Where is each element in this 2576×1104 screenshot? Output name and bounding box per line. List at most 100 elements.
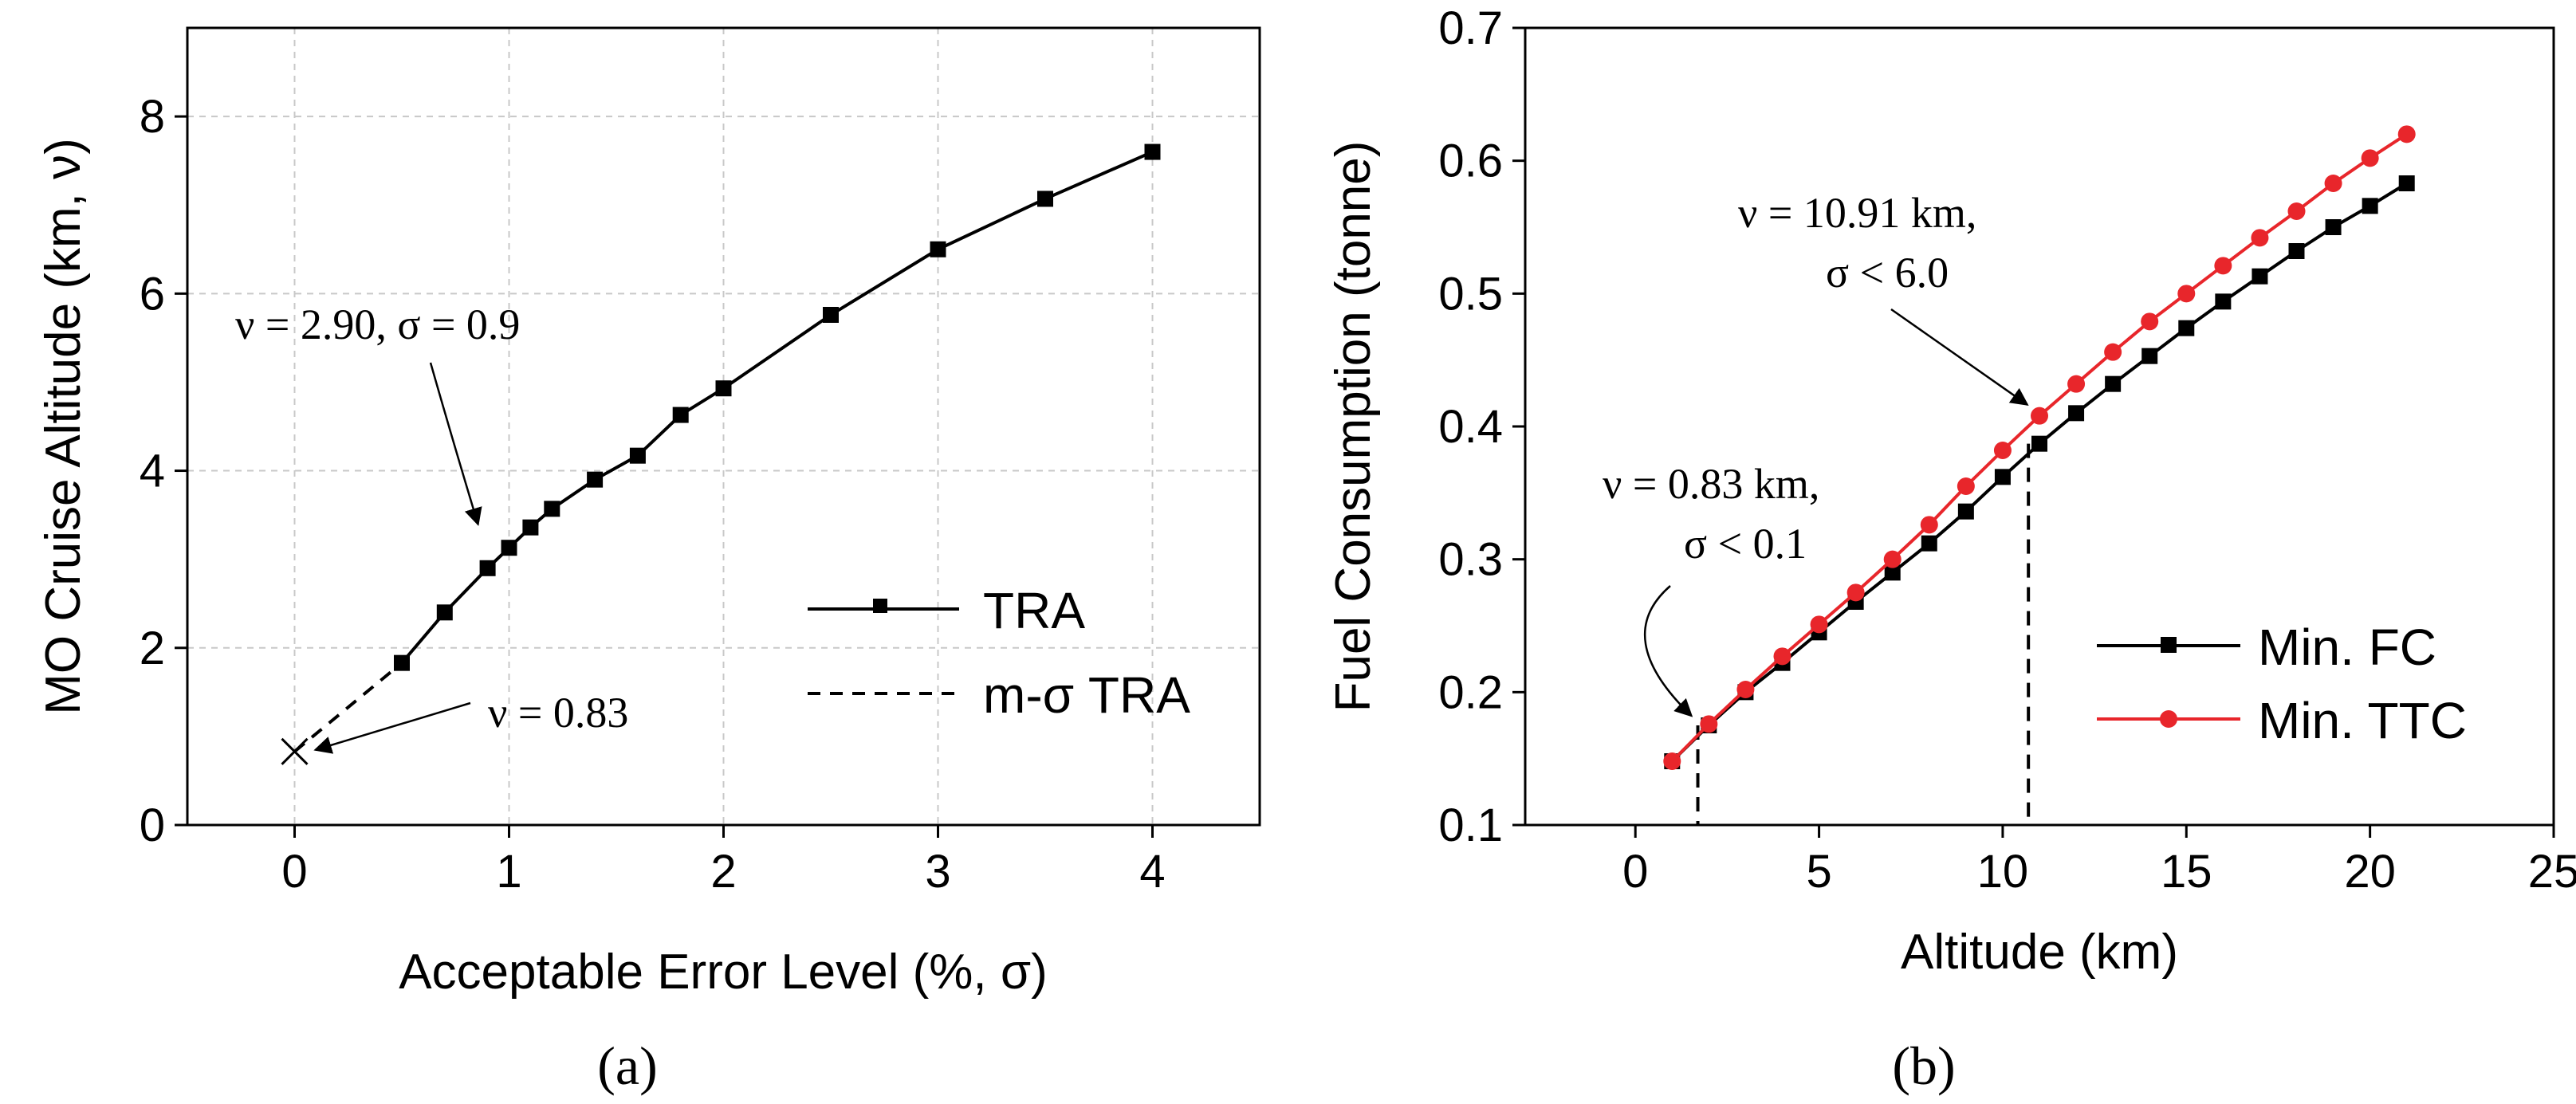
data-point-min-ttc [2141,312,2159,331]
data-point-min-ttc [2214,257,2232,275]
x-tick-label: 0 [1622,846,1648,898]
x-marker [281,737,309,765]
legend-label-msigma: m-σ TRA [983,666,1190,724]
series-layer [1663,125,2416,770]
legend-label-tra: TRA [983,582,1085,639]
legend-label-minttc: Min. TTC [2258,692,2467,749]
data-point [715,380,732,397]
data-point-min-fc [2288,243,2305,259]
data-point-min-fc [2178,320,2195,336]
series-layer [281,143,1161,765]
legend-marker-minttc [2160,710,2177,728]
data-point-min-ttc [1663,752,1681,770]
data-point [672,407,689,423]
x-tick-label: 2 [710,846,736,898]
annotation-arrow [1643,585,1693,717]
x-tick-label: 5 [1806,846,1831,898]
x-tick-label: 20 [2344,846,2396,898]
data-point-min-ttc [2031,407,2048,425]
x-tick-label: 3 [925,846,950,898]
data-point [436,604,453,621]
data-point-min-fc [2215,293,2232,310]
y-tick-label: 0.2 [1438,666,1503,718]
data-point-min-ttc [2251,229,2269,247]
data-point-min-fc [1921,535,1937,552]
y-axis-title: Fuel Consumption (tonne) [1326,141,1381,713]
y-tick-label: 8 [140,91,165,143]
axis-ticks: 0 1 2 3 4 0 2 4 6 8 [140,91,1166,898]
data-point-min-fc [2068,405,2085,422]
annotation-arrow [1890,308,2029,406]
legend-marker-minfc [2161,637,2177,653]
data-point [629,447,646,464]
annotation-text: σ < 6.0 [1826,249,1949,297]
legend: Min. FC Min. TTC [2097,619,2467,749]
y-tick-label: 0.7 [1438,2,1503,54]
panel-label-b: (b) [1892,1035,1955,1096]
series-line-m-sigma-tra [293,662,403,753]
legend: TRA m-σ TRA [808,582,1190,724]
gridlines [187,28,1260,826]
data-point-min-fc [1994,469,2011,485]
data-point [823,307,839,323]
data-point-min-ttc [2397,125,2416,143]
y-tick-label: 0 [140,800,165,851]
data-point-min-ttc [2067,375,2086,393]
data-point-min-ttc [2324,175,2342,192]
data-point-min-ttc [1810,615,1828,634]
x-tick-label: 10 [1977,846,2029,898]
data-point-min-ttc [1773,647,1791,666]
legend-marker-tra [873,599,887,613]
data-point-min-fc [2398,175,2415,191]
legend-label-minfc: Min. FC [2258,619,2436,676]
annotation-arrow [429,362,482,526]
x-tick-label: 1 [496,846,521,898]
x-axis-title: Altitude (km) [1901,925,2178,980]
data-point-min-ttc [2361,149,2379,167]
data-point [501,540,517,556]
data-point-min-ttc [2287,202,2306,220]
chart-panel-a: 0 1 2 3 4 0 2 4 6 8 ν = 2.90, σ = 0.9 ν = 0.83 TRA… [36,26,1261,1096]
x-tick-label: 0 [281,846,307,898]
x-tick-label: 15 [2161,846,2212,898]
y-tick-label: 0.5 [1438,268,1503,320]
data-point-min-ttc [1883,550,1902,568]
y-tick-label: 2 [140,623,165,674]
data-point [1144,143,1161,160]
data-point-min-ttc [1920,516,1938,534]
data-point-min-ttc [1846,583,1865,602]
annotation-arrow [313,701,471,754]
data-point-min-ttc [2104,343,2122,361]
y-tick-label: 6 [140,268,165,320]
data-point [394,654,410,671]
reference-lines [1696,443,2031,825]
chart-panel-b: 0 5 10 15 20 25 0.1 0.2 0.3 0.4 0.5 0.6 0.7 ν = 0.83… [1326,2,2576,1096]
data-point-min-ttc [1993,442,2012,459]
annotation-text: ν = 0.83 km, [1603,460,1819,508]
x-tick-label: 4 [1139,846,1165,898]
data-point-min-ttc [2177,285,2196,303]
y-tick-label: 0.4 [1438,401,1503,453]
data-point-min-ttc [1700,715,1718,733]
data-point [479,560,496,576]
data-point-min-fc [2252,268,2268,285]
data-point [544,501,560,517]
annotation-text: ν = 10.91 km, [1738,189,1976,237]
x-axis-title: Acceptable Error Level (%, σ) [399,945,1048,1000]
annotation-text: ν = 2.90, σ = 0.9 [235,301,520,348]
x-tick-label: 25 [2528,846,2576,898]
panel-label-a: (a) [597,1035,657,1096]
axis-ticks: 0 5 10 15 20 25 0.1 0.2 0.3 0.4 0.5 0.6 0.7 [1438,2,2576,898]
data-point [587,471,604,488]
y-tick-label: 0.6 [1438,136,1503,187]
annotation-text: ν = 0.83 [488,689,628,737]
y-axis-title: MO Cruise Altitude (km, ν) [36,138,91,714]
annotation-text: σ < 0.1 [1684,520,1807,568]
annotations: ν = 2.90, σ = 0.9 ν = 0.83 [235,301,628,754]
data-point-min-fc [2141,348,2158,364]
data-point-min-ttc [1736,681,1755,698]
data-point-min-fc [2105,375,2122,392]
data-point [1037,191,1053,207]
data-point [930,241,946,257]
